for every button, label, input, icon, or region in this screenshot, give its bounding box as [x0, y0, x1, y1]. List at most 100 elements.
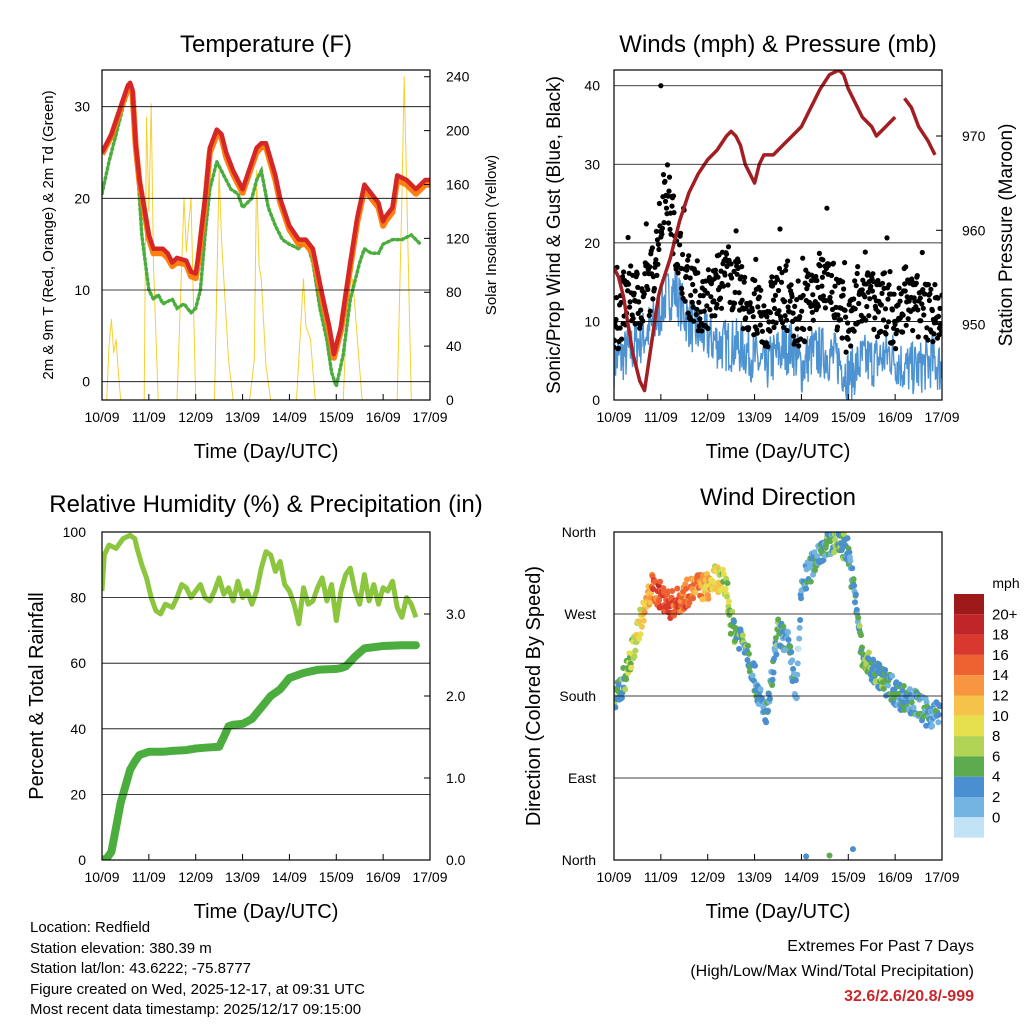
direction-point [744, 657, 751, 663]
direction-point [787, 643, 794, 650]
gust-point [741, 279, 747, 285]
gust-point [666, 188, 672, 194]
gust-point [685, 310, 691, 316]
gust-point [614, 316, 619, 323]
direction-point [724, 593, 730, 600]
dewpoint-2m-line [102, 83, 423, 393]
gust-point [720, 283, 727, 289]
gust-point [647, 308, 653, 314]
rh_precip-xtick-label: 14/09 [272, 869, 307, 885]
direction-point [650, 586, 657, 593]
gust-point [615, 345, 622, 351]
gust-point [728, 261, 734, 267]
wind_direction-xtick-label: 14/09 [784, 869, 819, 885]
gust-point [766, 319, 772, 325]
direction-point [858, 632, 864, 639]
direction-point [765, 707, 771, 714]
gust-point [878, 328, 884, 334]
direction-point [870, 656, 877, 663]
winds-xlabel: Time (Day/UTC) [706, 441, 851, 463]
dir-ytick-label: North [562, 524, 596, 540]
gust-point [771, 324, 777, 331]
wind_direction-xtick-label: 16/09 [878, 869, 913, 885]
gust-point [840, 292, 846, 298]
direction-point [632, 647, 639, 654]
gust-point [795, 278, 801, 284]
gust-point [807, 325, 813, 332]
direction-point [615, 681, 622, 688]
gust-point [822, 305, 829, 311]
gust-point [820, 257, 826, 263]
gust-point [654, 237, 661, 243]
rh_precip-xlabel: Time (Day/UTC) [194, 901, 339, 923]
solar-ytick-label: 0 [446, 392, 454, 408]
temp-ytick-label: 10 [74, 282, 90, 298]
winds-frame [613, 69, 943, 401]
gust-point [852, 306, 858, 312]
wind_direction-xtick-label: 11/09 [644, 869, 678, 885]
gust-point [743, 315, 749, 321]
direction-point [657, 578, 664, 585]
gust-point [661, 220, 667, 226]
rh_precip-ylabel: Percent & Total Rainfall [26, 592, 48, 800]
gust-point [635, 284, 641, 290]
rh_precip-xtick-label: 17/09 [412, 869, 447, 885]
gust-point [913, 280, 919, 286]
gust-point [914, 273, 920, 279]
gust-point [813, 273, 819, 280]
direction-point [844, 535, 851, 542]
gust-point [918, 318, 924, 324]
gust-point [776, 265, 783, 272]
gust-point [625, 234, 631, 241]
gust-point [732, 300, 738, 306]
gust-point [666, 174, 673, 180]
gust-point [750, 314, 756, 320]
gust-point [642, 271, 648, 277]
rh_precip-panel: Relative Humidity (%) & Precipitation (i… [26, 491, 483, 923]
gust-point [851, 328, 857, 334]
direction-point [736, 645, 743, 652]
gust-point [659, 225, 666, 231]
gust-point [919, 301, 925, 307]
speed-legend-swatch [954, 594, 984, 615]
gust-point [781, 324, 787, 331]
gust-point [701, 308, 707, 314]
gust-point [932, 282, 938, 288]
direction-point [770, 669, 777, 676]
gust-point [679, 285, 685, 292]
gust-point [878, 302, 885, 308]
gust-point [626, 281, 632, 287]
gust-point [919, 249, 925, 256]
direction-point [908, 699, 915, 706]
gust-point [782, 313, 788, 319]
gust-point [802, 339, 808, 345]
direction-point [773, 651, 780, 658]
rh-ytick-label: 60 [70, 655, 86, 671]
speed-legend-label: 18 [992, 627, 1009, 644]
gust-point [889, 307, 896, 313]
winds-ytick-label: 30 [584, 156, 600, 172]
gust-point [692, 288, 698, 294]
gust-point [815, 303, 822, 309]
gust-point [892, 321, 898, 327]
winds-ytick-label: 0 [592, 392, 600, 408]
gust-point [715, 274, 721, 280]
gust-point [632, 321, 638, 327]
total-rainfall-line [102, 641, 420, 860]
direction-point [769, 682, 776, 688]
wind_direction-xtick-label: 10/09 [596, 869, 631, 885]
gust-point [746, 325, 752, 331]
precip-ytick-label: 2.0 [446, 688, 466, 704]
direction-point [899, 687, 906, 694]
speed-legend-swatch [954, 817, 984, 838]
gust-point [643, 221, 649, 227]
gust-point [787, 298, 793, 304]
gust-point [740, 326, 746, 332]
gust-point [874, 334, 881, 340]
direction-point [852, 591, 859, 598]
speed-legend-swatch [954, 634, 984, 655]
gust-point [665, 220, 672, 226]
direction-point [807, 578, 814, 585]
direction-point [832, 536, 838, 543]
gust-point [688, 292, 694, 298]
